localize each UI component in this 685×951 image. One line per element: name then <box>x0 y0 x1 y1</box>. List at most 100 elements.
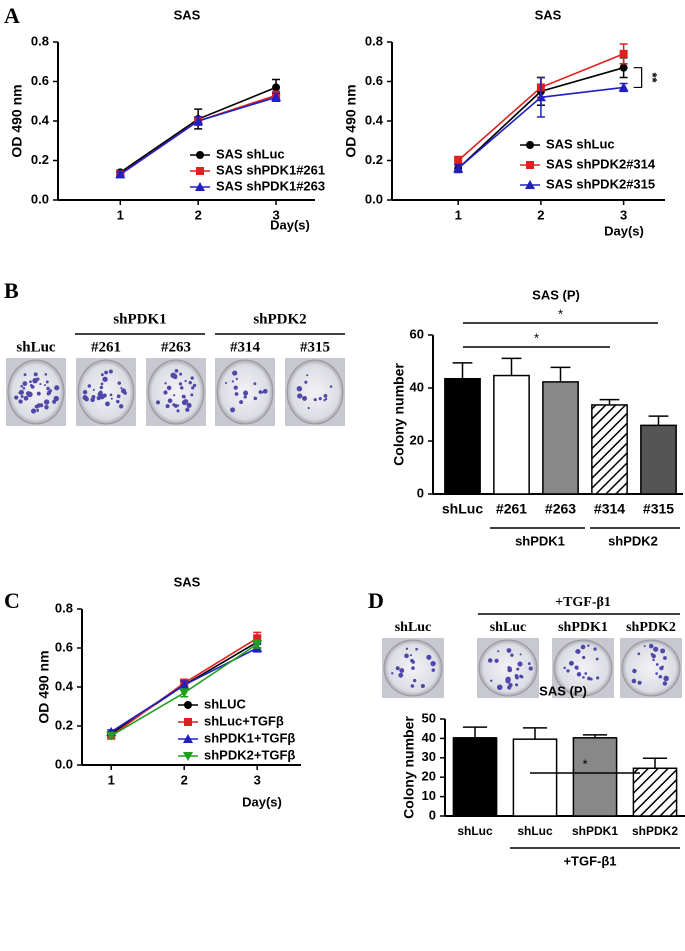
legend-label: SAS shPDK2#315 <box>546 176 655 191</box>
colony <box>117 381 122 385</box>
colony <box>99 385 104 390</box>
bar <box>640 424 677 495</box>
y-tick-label: 10 <box>422 788 436 803</box>
x-axis-label: Day(s) <box>270 217 310 232</box>
bar <box>572 737 618 817</box>
legend-label: SAS shPDK1#263 <box>216 178 325 193</box>
error-bar <box>599 398 620 405</box>
colony <box>23 395 29 401</box>
colony <box>44 373 48 376</box>
colony <box>97 391 104 397</box>
colony <box>652 658 655 662</box>
bar <box>542 381 579 495</box>
error-bar <box>452 362 473 379</box>
colony <box>122 389 126 393</box>
colony <box>261 391 264 394</box>
colony <box>517 661 523 667</box>
colony <box>399 668 405 673</box>
colony <box>234 392 239 396</box>
colony <box>110 397 113 400</box>
x-tick-label: 2 <box>181 772 188 787</box>
colony <box>33 372 38 377</box>
colony <box>658 674 663 679</box>
colony <box>190 393 194 397</box>
x-tick-label: #315 <box>643 501 674 517</box>
x-axis-label: Day(s) <box>242 794 282 809</box>
colony <box>165 404 170 409</box>
error-bar <box>462 726 488 738</box>
x-tick-label: 1 <box>455 207 462 222</box>
colony <box>92 388 95 391</box>
colony <box>632 668 637 674</box>
colony <box>192 383 197 388</box>
significance-label: * <box>582 756 587 771</box>
bar <box>493 374 530 495</box>
error-bar <box>648 415 669 426</box>
dish <box>7 359 65 425</box>
y-axis-label: OD 490 nm <box>36 650 52 723</box>
data-point <box>179 688 190 698</box>
colony <box>173 394 176 397</box>
y-axis-label: OD 490 nm <box>343 84 359 157</box>
colony <box>54 385 60 391</box>
colony <box>318 397 322 401</box>
data-point <box>252 640 263 650</box>
colony <box>224 381 228 385</box>
colony <box>29 383 33 387</box>
data-point <box>272 83 281 92</box>
plate-label: shLuc <box>490 620 527 635</box>
colony <box>176 409 180 413</box>
colony <box>179 372 183 376</box>
colony <box>39 383 42 386</box>
bar <box>632 767 678 817</box>
plate-label: shLuc <box>16 339 56 355</box>
colony <box>514 683 519 687</box>
colony <box>102 393 107 398</box>
colony <box>191 386 195 390</box>
colony <box>25 391 31 396</box>
bar <box>452 737 498 817</box>
plate-label: shPDK1 <box>558 620 608 635</box>
colony <box>29 380 32 384</box>
plate-label: shLuc <box>395 620 432 635</box>
x-tick-label: #314 <box>594 501 625 517</box>
data-point <box>619 63 628 72</box>
colony <box>307 406 310 410</box>
colony <box>637 680 642 685</box>
colony <box>563 666 566 670</box>
colony <box>411 666 415 670</box>
bar <box>591 404 628 495</box>
data-point <box>618 82 629 92</box>
colony <box>181 399 188 406</box>
colony <box>304 380 308 384</box>
colony <box>230 407 236 413</box>
error-bar <box>501 357 522 376</box>
x-axis-label: Day(s) <box>604 223 644 238</box>
colony <box>329 385 333 388</box>
colony <box>659 666 664 671</box>
colony <box>184 379 187 383</box>
colony <box>30 408 37 414</box>
legend-marker <box>183 752 193 761</box>
colony <box>100 382 104 386</box>
colony <box>44 405 49 410</box>
colony <box>415 647 418 651</box>
colony <box>297 393 303 399</box>
colony <box>239 400 244 405</box>
colony <box>105 401 110 407</box>
colony <box>118 404 124 409</box>
x-tick-label: 3 <box>272 207 279 222</box>
colony <box>430 660 436 667</box>
colony <box>520 675 523 678</box>
plate-label: shPDK2 <box>626 620 676 635</box>
x-tick-label: 2 <box>537 207 544 222</box>
y-axis-label: OD 490 nm <box>9 84 25 157</box>
colony <box>36 403 42 408</box>
colony <box>20 394 24 398</box>
colony <box>53 400 57 404</box>
y-tick-label: 0.8 <box>31 33 49 48</box>
y-tick-label: 0.6 <box>55 639 73 654</box>
colony <box>323 393 328 398</box>
colony <box>575 649 581 654</box>
